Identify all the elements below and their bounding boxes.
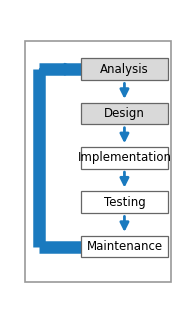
FancyBboxPatch shape [81, 191, 168, 213]
FancyBboxPatch shape [81, 147, 168, 169]
Text: Implementation: Implementation [77, 151, 171, 164]
FancyBboxPatch shape [81, 236, 168, 258]
Text: Testing: Testing [103, 196, 145, 209]
FancyBboxPatch shape [81, 103, 168, 124]
Text: Maintenance: Maintenance [86, 240, 162, 253]
Text: Analysis: Analysis [100, 63, 149, 76]
Text: Design: Design [104, 107, 145, 120]
FancyBboxPatch shape [81, 58, 168, 80]
